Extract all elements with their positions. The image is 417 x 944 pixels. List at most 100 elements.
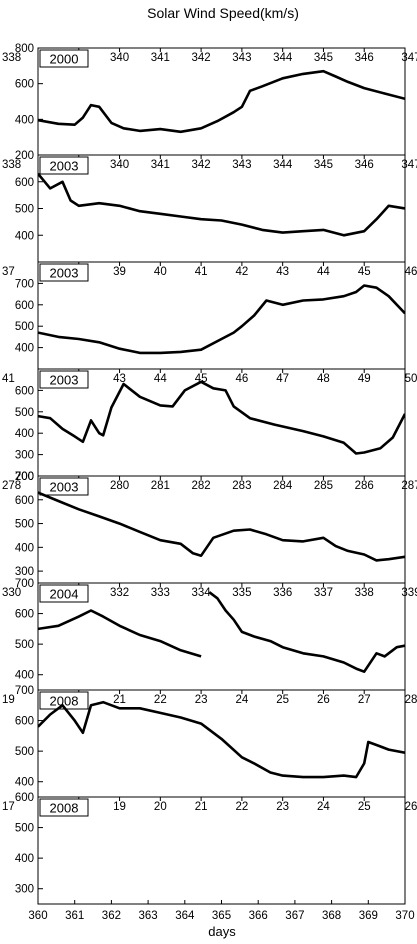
series-line-1 [38,380,405,455]
x-tick-label: 346 [355,52,374,64]
y-tick-label: 600 [15,79,34,91]
x-tick-label-bottom: 366 [249,910,268,922]
x-tick-label: 45 [195,373,208,385]
year-label: 2000 [50,52,79,67]
x-tick-label-bottom: 367 [285,910,304,922]
x-tick-label: 22 [154,694,167,706]
x-tick-label-bottom: 368 [322,910,341,922]
series-line-1 [38,491,405,562]
panel-frame [37,796,406,905]
x-tick-label: 343 [232,52,251,64]
y-tick-label: 200 [15,150,34,162]
series-line-1 [38,69,405,134]
x-tick-label: 43 [113,373,126,385]
x-tick-label: 28 [405,694,417,706]
x-tick-label: 22 [235,801,248,813]
y-tick-label: 400 [15,343,34,355]
x-tick-label: 278 [2,480,21,492]
x-tick-label: 17 [2,801,15,813]
x-tick-label: 39 [113,266,126,278]
x-tick-label: 339 [401,587,417,599]
x-tick-label: 287 [401,480,417,492]
x-tick-label: 21 [113,694,126,706]
y-tick-label: 600 [15,609,34,621]
x-tick-label: 19 [113,801,126,813]
x-tick-label: 23 [195,694,208,706]
panel-8: 3004005006001718192021222324252636036136… [2,792,417,922]
x-tick-label: 26 [405,801,417,813]
y-tick-label: 700 [15,471,34,483]
year-label-box [39,263,89,282]
year-label: 2008 [50,801,79,816]
x-tick-label: 19 [2,694,15,706]
panel-3: 400500600700373839404142434445462003 [2,261,417,370]
x-tick-label: 20 [154,801,167,813]
panel-7: 400500600700192021222324252627282008 [2,685,417,798]
y-tick-label: 400 [15,777,34,789]
x-tick-label: 25 [358,801,371,813]
year-label: 2004 [50,587,79,602]
series-line-1 [38,172,405,237]
year-label: 2008 [50,694,79,709]
y-tick-label: 600 [15,300,34,312]
y-tick-label: 400 [15,114,34,126]
y-tick-label: 300 [15,566,34,578]
x-tick-label: 338 [355,587,374,599]
figure-title: Solar Wind Speed(km/s) [147,5,299,21]
x-tick-label: 338 [2,159,21,171]
x-tick-label: 280 [110,480,129,492]
x-tick-label: 346 [355,159,374,171]
x-tick-label: 341 [151,52,170,64]
x-tick-label: 25 [276,694,289,706]
year-label-box [39,49,89,68]
x-tick-label: 45 [358,266,371,278]
x-tick-label: 42 [235,266,248,278]
panel-frame [37,475,406,584]
year-label: 2003 [50,373,79,388]
x-tick-label: 337 [314,587,333,599]
x-tick-label: 283 [232,480,251,492]
year-label: 2003 [50,159,79,174]
x-tick-label: 347 [401,52,417,64]
y-tick-label: 500 [15,204,34,216]
x-tick-label: 23 [276,801,289,813]
y-tick-label: 400 [15,853,34,865]
x-tick-label: 330 [2,587,21,599]
x-tick-label-bottom: 364 [175,910,195,922]
x-tick-label: 41 [2,373,15,385]
y-tick-label: 400 [15,428,34,440]
x-tick-label: 345 [314,52,333,64]
y-tick-label: 500 [15,639,34,651]
x-tick-label: 24 [235,694,248,706]
x-tick-label: 333 [151,587,170,599]
x-tick-label: 340 [110,159,129,171]
year-label-box [39,370,89,389]
y-tick-label: 500 [15,321,34,333]
x-tick-label: 27 [358,694,371,706]
y-tick-label: 600 [15,495,34,507]
panel-5: 3004005006007002782792802812822832842852… [2,471,417,584]
x-tick-label-bottom: 363 [139,910,158,922]
series-line-2 [208,591,405,673]
x-tick-label: 344 [273,159,293,171]
x-tick-label: 44 [317,266,330,278]
x-tick-label: 26 [317,694,330,706]
x-tick-label: 37 [2,266,15,278]
x-tick-label: 342 [192,159,211,171]
panel-4: 200300400500600414243444546474849502003 [2,368,417,483]
x-tick-label-bottom: 361 [65,910,84,922]
y-tick-label: 600 [15,716,34,728]
x-tick-label: 343 [232,159,251,171]
year-label: 2003 [50,480,79,495]
x-tick-label: 332 [110,587,129,599]
x-tick-label: 24 [317,801,330,813]
panel-frame [37,261,406,370]
x-tick-label: 284 [273,480,293,492]
x-tick-label-bottom: 365 [212,910,231,922]
y-tick-label: 500 [15,407,34,419]
x-tick-label: 41 [195,266,208,278]
x-tick-label: 342 [192,52,211,64]
x-tick-label: 334 [192,587,212,599]
x-tick-label: 281 [151,480,170,492]
